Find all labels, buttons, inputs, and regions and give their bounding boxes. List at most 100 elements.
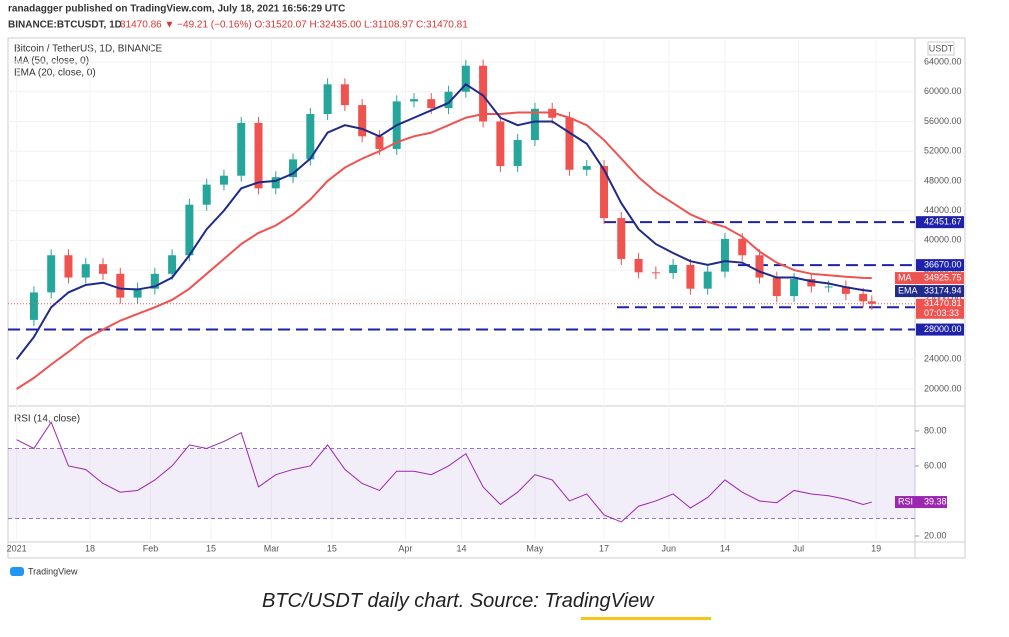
chart-title: Bitcoin / TetherUS, 1D, BINANCE [14,44,163,55]
x-tick-label: Jun [662,543,677,553]
rsi-tick-label: 60.00 [924,460,947,470]
candle [237,122,246,176]
x-tick-label: 18 [85,543,95,553]
candle [496,121,505,167]
candle [358,105,367,137]
series-last-label: 34925.75 [924,272,962,282]
candle [600,166,609,219]
candle [168,255,177,274]
candle [867,301,876,304]
candle [202,184,211,205]
x-tick-label: 2021 [7,543,27,553]
caption: BTC/USDT daily chart. Source: TradingVie… [262,590,655,612]
ema-legend: EMA (20, close, 0) [14,68,96,79]
candle [185,204,194,256]
x-tick-label: Mar [264,543,280,553]
y-tick-label: 52000.00 [924,146,962,156]
candle [669,264,678,274]
candle [340,84,349,106]
candle [64,255,73,278]
candle [323,84,332,115]
candle [686,264,695,289]
candle [703,271,712,289]
candle [375,136,384,149]
currency-box [927,41,955,56]
caption-underline [581,617,711,620]
caption-link[interactable]: TradingView [544,590,655,612]
candle [479,65,488,122]
moving-average [16,111,872,390]
candle [254,122,263,189]
rsi-last-label: 39.38 [924,496,947,506]
candle [738,238,747,256]
level-label: 42451.67 [924,217,962,227]
candle [807,279,816,287]
x-tick-label: Apr [398,543,412,553]
candle [409,99,418,102]
candle [755,255,764,278]
rsi-line [16,421,872,523]
y-tick-label: 20000.00 [924,383,962,393]
candle [530,108,539,141]
series-tag-box [895,285,964,298]
x-tick-label: 15 [206,543,216,553]
level-tag [916,323,964,336]
rsi-tag: RSI [898,496,913,506]
x-tick-label: 14 [720,543,730,553]
candle [617,218,626,259]
moving-average [15,83,872,360]
candle [271,177,280,189]
candle [81,264,90,278]
candle [427,99,436,109]
candle [47,255,56,293]
last-price-tag [916,298,964,319]
x-tick-label: May [526,543,544,553]
level-label: 36670.00 [924,259,962,269]
candle [790,279,799,297]
y-tick-label: 64000.00 [924,56,962,66]
chart-frame [7,37,966,559]
candle [824,286,833,288]
last-price-label: 31470.81 [924,298,962,308]
candle [513,140,522,167]
rsi-tick-label: 20.00 [924,530,947,540]
candle [133,288,142,298]
candle [444,91,453,109]
x-tick-label: Jul [793,543,805,553]
rsi-legend: RSI (14, close) [14,414,80,425]
candle [306,114,315,160]
countdown: 07:03:33 [924,308,959,318]
ma-legend: MA (50, close, 0) [14,56,89,67]
y-tick-label: 60000.00 [924,86,962,96]
candle [582,166,591,170]
series-last-label: 33174.94 [924,285,962,295]
candle [150,273,159,289]
level-label: 28000.00 [924,324,962,334]
brand-logo [10,567,24,576]
y-tick-label: 40000.00 [924,235,962,245]
x-tick-label: 14 [456,543,466,553]
candle [720,238,729,272]
x-tick-label: 15 [327,543,337,553]
candle [99,264,108,274]
rsi-band [8,448,915,519]
currency: USDT [929,43,954,53]
y-tick-label: 24000.00 [924,354,962,364]
candle [116,273,125,298]
y-tick-label: 44000.00 [924,205,962,215]
candle [841,286,850,294]
x-tick-label: 19 [871,543,881,553]
series-tag-box [895,272,964,285]
author-line: ranadagger published on TradingView.com,… [8,4,345,15]
candle [461,65,470,92]
series-tag: EMA [898,285,918,295]
y-tick-label: 56000.00 [924,116,962,126]
candle [772,277,781,297]
candle [634,258,643,273]
candle [565,117,574,170]
x-tick-label: 17 [599,543,609,553]
rsi-tag-box [895,496,947,509]
caption-text: BTC/USDT daily chart. Source: [262,590,544,612]
level-tag [916,216,964,229]
